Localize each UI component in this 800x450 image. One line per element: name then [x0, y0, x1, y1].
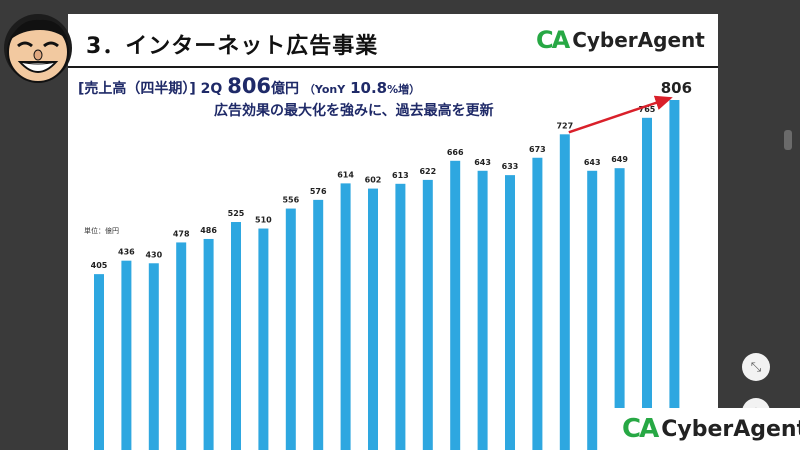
slide: 3．インターネット広告事業 CA CyberAgent [売上高（四半期）] 2… — [68, 14, 718, 450]
data-label: 602 — [365, 176, 382, 185]
bar — [642, 117, 652, 450]
bar — [231, 222, 241, 450]
logo-mark: CA — [536, 26, 570, 54]
growth-arrow — [568, 95, 673, 134]
subtitle-value: 806 — [227, 74, 272, 98]
watermark-logo-mark: CA — [622, 414, 659, 444]
data-label: 643 — [584, 158, 601, 167]
slide-title: 3．インターネット広告事業 — [86, 34, 379, 59]
fullscreen-icon: ⤡ — [750, 359, 762, 375]
subtitle-quarter: 2Q — [200, 81, 223, 97]
data-label: 666 — [447, 148, 464, 157]
data-label: 643 — [474, 158, 491, 167]
bar — [422, 179, 433, 450]
subtitle-yoy-pct: %増 — [387, 83, 410, 96]
data-label: 430 — [145, 250, 162, 259]
logo-word: CyberAgent — [572, 28, 705, 52]
unit-label: 単位：億円 — [84, 227, 119, 235]
data-label: 525 — [228, 209, 245, 218]
bar — [614, 168, 625, 450]
subtitle-yoy-open: （YonY — [303, 83, 346, 96]
fullscreen-button[interactable]: ⤡ — [742, 353, 770, 381]
data-label: 613 — [392, 171, 409, 180]
bar — [94, 274, 104, 450]
bar — [669, 100, 680, 450]
watermark-logo: CA CyberAgent — [622, 414, 800, 444]
bar — [587, 170, 598, 450]
bar — [505, 175, 515, 450]
subtitle-unit: 億円 — [271, 81, 300, 97]
bar — [203, 238, 214, 450]
bar — [559, 134, 570, 450]
data-label: 556 — [282, 196, 299, 205]
bar — [148, 263, 159, 450]
bar — [395, 183, 406, 450]
bar — [121, 260, 132, 450]
data-label: 486 — [200, 226, 217, 235]
data-label: 436 — [118, 248, 135, 257]
data-label: 478 — [173, 229, 190, 238]
chart-subtitle-line2: 広告効果の最大化を強みに、過去最高を更新 — [214, 103, 494, 119]
bar — [450, 160, 461, 450]
chart-subtitle: [売上高（四半期）] 2Q 806億円 （YonY 10.8%増） — [78, 74, 420, 98]
bar — [258, 228, 269, 450]
cyberagent-logo: CA CyberAgent — [536, 26, 705, 54]
data-label: 633 — [502, 162, 519, 171]
data-label: 576 — [310, 187, 327, 196]
data-label: 727 — [556, 121, 573, 130]
data-label: 649 — [611, 155, 628, 164]
data-label: 765 — [639, 105, 656, 114]
bar — [313, 199, 324, 450]
data-label: 622 — [419, 167, 436, 176]
avatar-icon — [4, 14, 72, 83]
bar — [532, 157, 543, 450]
scrollbar-thumb[interactable] — [784, 130, 792, 150]
watermark: CA CyberAgent — [612, 408, 800, 450]
data-label: 806 — [661, 79, 692, 97]
bar — [176, 242, 187, 450]
bar — [285, 208, 296, 450]
data-label: 673 — [529, 145, 546, 154]
data-label: 614 — [337, 170, 354, 179]
bar-chart: 405 436 430 478 486 525 510 556 576 614 602 613 622 6… — [91, 79, 692, 450]
bar — [368, 188, 378, 450]
bar — [477, 170, 488, 450]
subtitle-yoy-close: ） — [409, 83, 421, 96]
subtitle-yoy-value: 10.8 — [350, 79, 388, 97]
data-label: 405 — [91, 261, 108, 270]
title-bar: 3．インターネット広告事業 CA CyberAgent — [68, 14, 718, 68]
data-label: 510 — [255, 216, 272, 225]
bar — [340, 183, 351, 450]
watermark-logo-word: CyberAgent — [661, 416, 800, 442]
subtitle-prefix: [売上高（四半期）] — [78, 81, 196, 97]
